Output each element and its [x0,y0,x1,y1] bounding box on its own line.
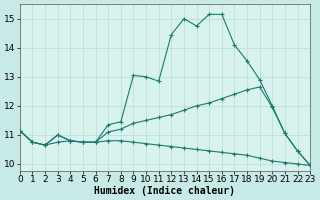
X-axis label: Humidex (Indice chaleur): Humidex (Indice chaleur) [94,186,236,196]
